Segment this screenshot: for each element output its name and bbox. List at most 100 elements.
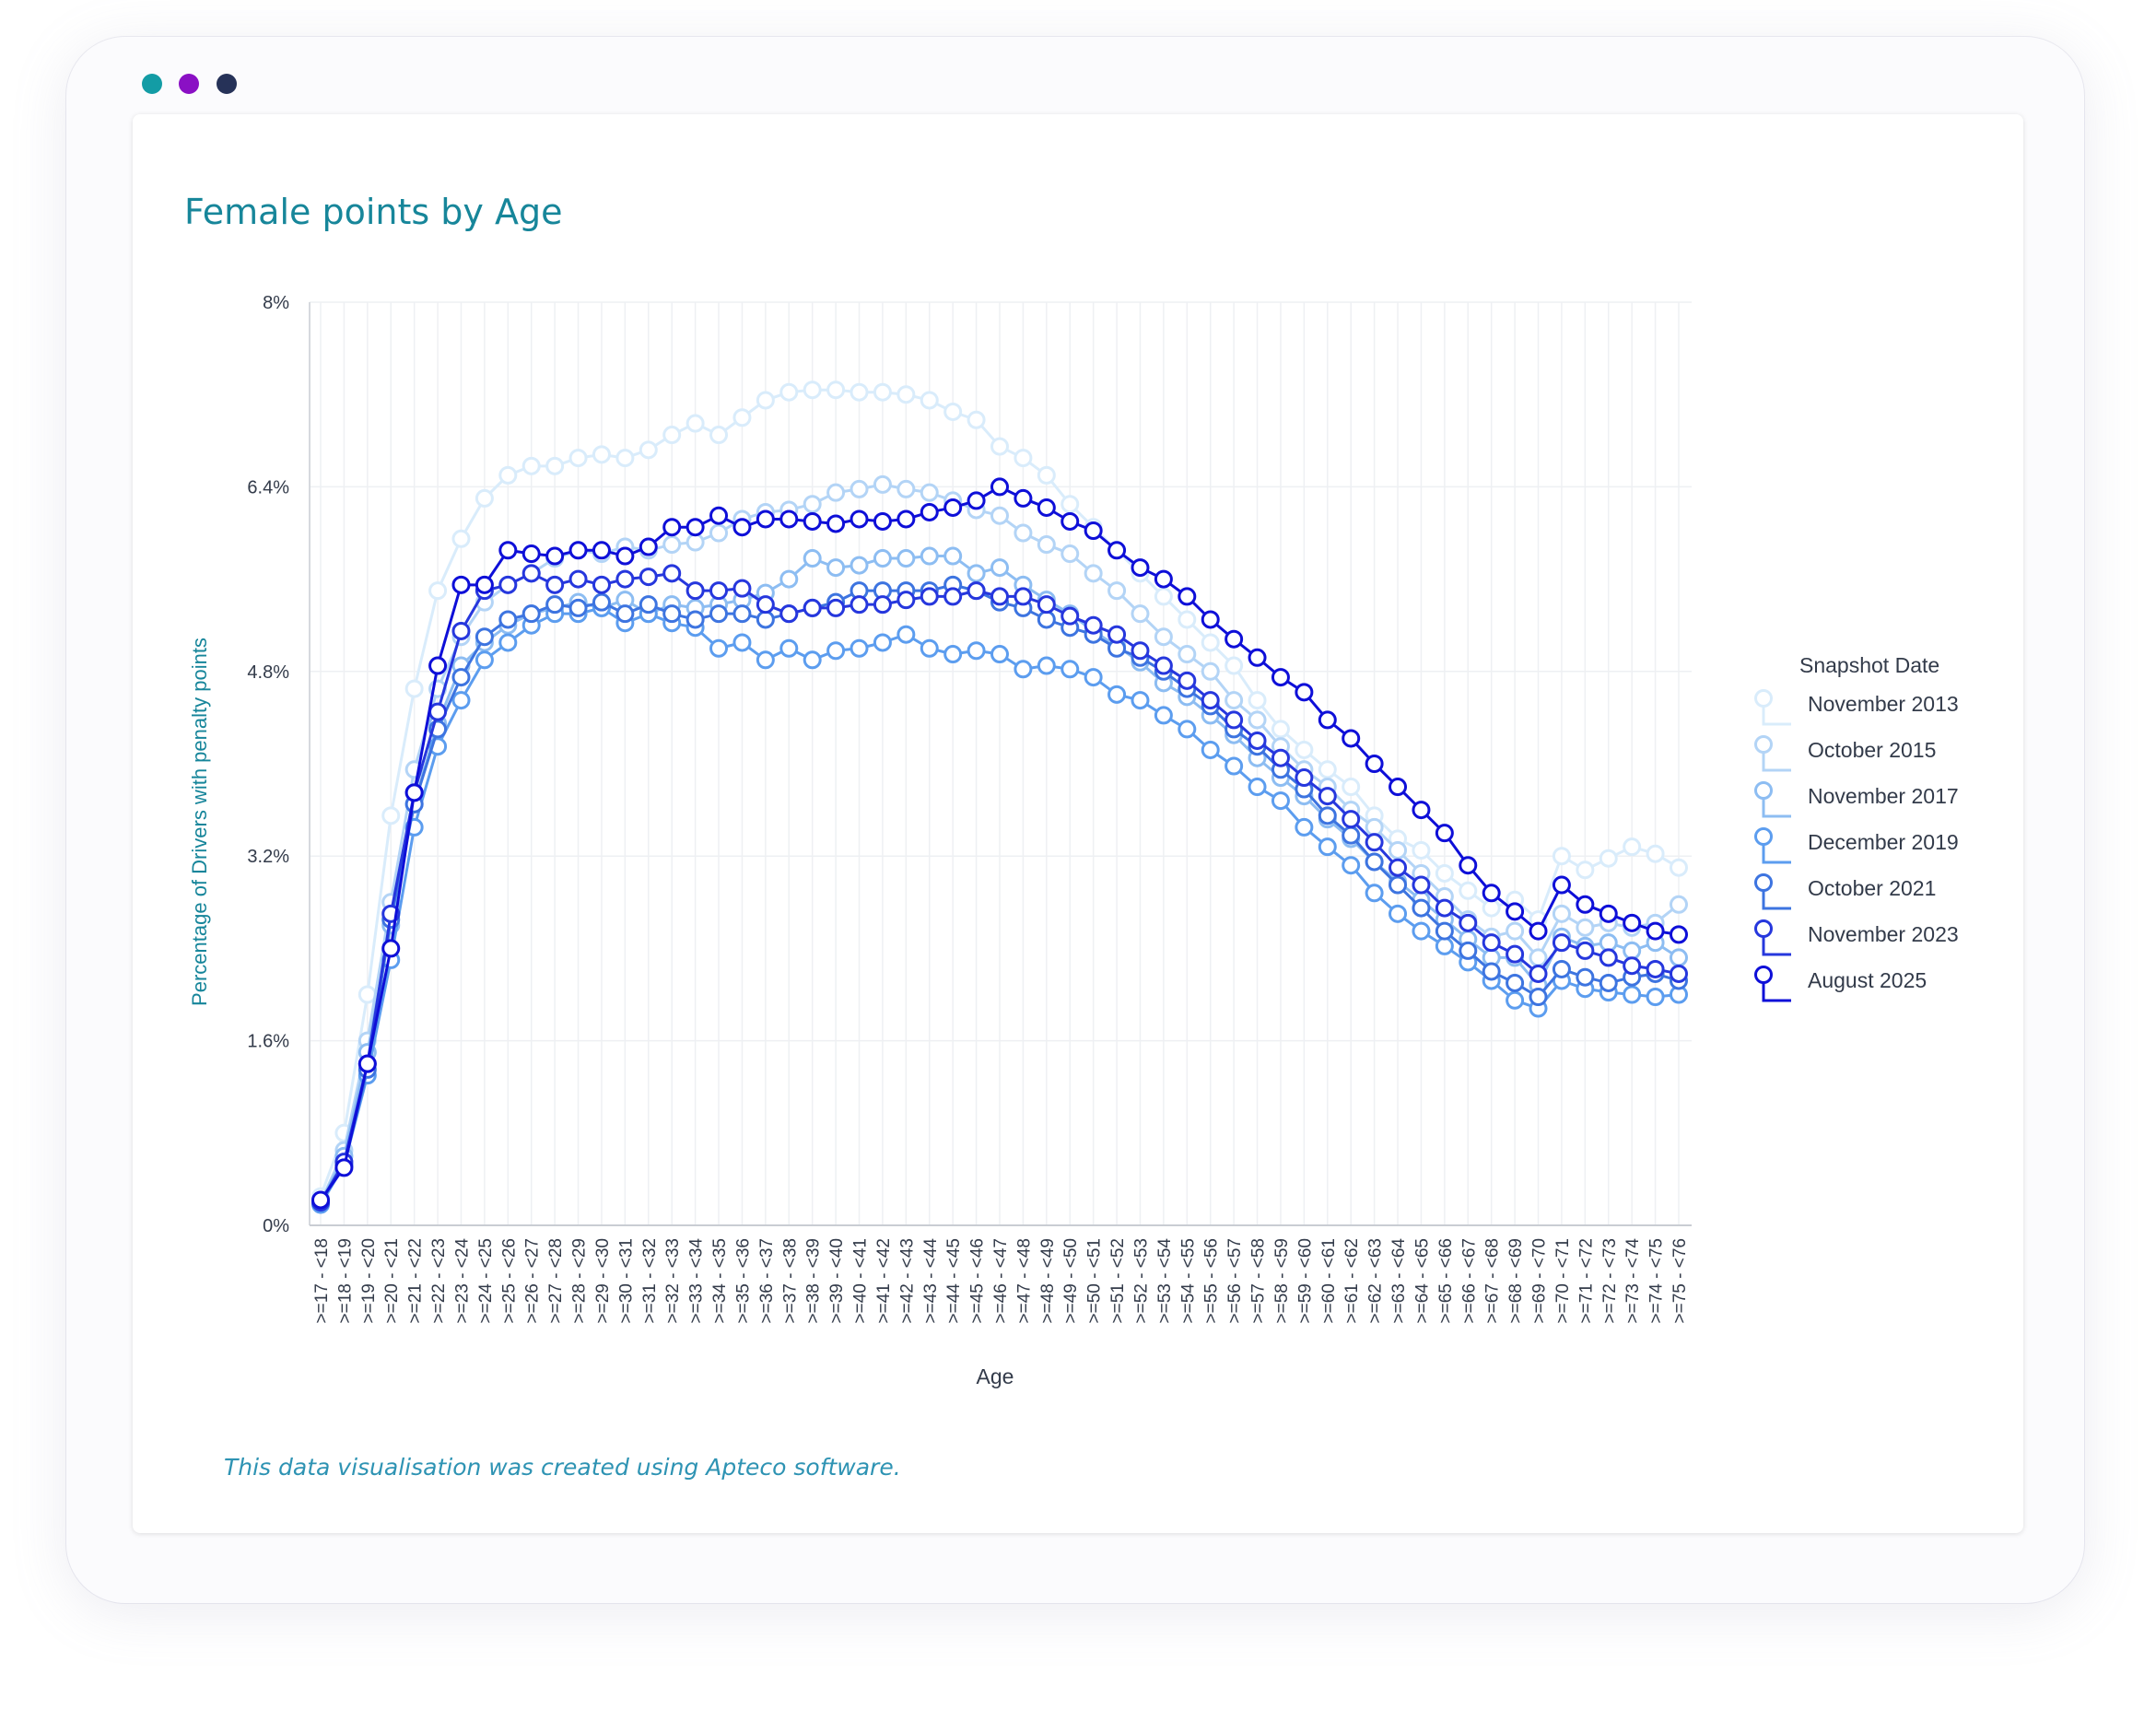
data-point[interactable] [1506,921,1525,941]
data-point[interactable] [1670,948,1688,967]
data-point[interactable] [1318,837,1337,857]
data-point[interactable] [1459,856,1478,875]
data-point[interactable] [404,783,424,802]
data-point[interactable] [1084,521,1103,540]
data-point[interactable] [1248,731,1267,750]
data-point[interactable] [1552,904,1571,923]
data-point[interactable] [1084,615,1103,635]
data-point[interactable] [592,592,611,612]
data-point[interactable] [732,408,752,427]
data-point[interactable] [1060,511,1080,531]
data-point[interactable] [662,518,682,537]
data-point[interactable] [1107,541,1127,560]
data-point[interactable] [1412,840,1431,860]
data-point[interactable] [1154,706,1173,725]
window-dot-purple[interactable] [179,74,199,94]
data-point[interactable] [1342,810,1361,829]
data-point[interactable] [521,564,541,583]
data-point[interactable] [1318,806,1337,825]
data-point[interactable] [498,465,518,485]
data-point[interactable] [1248,691,1267,710]
data-point[interactable] [896,509,916,529]
data-point[interactable] [1295,768,1314,788]
data-point[interactable] [1271,791,1290,811]
data-point[interactable] [803,380,822,400]
data-point[interactable] [1599,948,1618,967]
data-point[interactable] [850,479,869,498]
data-point[interactable] [685,414,705,433]
data-point[interactable] [1389,778,1408,797]
data-point[interactable] [1412,921,1431,941]
legend-item[interactable]: November 2017 [1754,781,1959,818]
data-point[interactable] [1506,973,1525,992]
data-point[interactable] [1014,523,1033,543]
data-point[interactable] [639,568,658,587]
data-point[interactable] [1552,875,1571,895]
data-point[interactable] [943,402,963,421]
data-point[interactable] [381,806,401,825]
data-point[interactable] [1552,847,1571,866]
data-point[interactable] [1295,683,1314,702]
data-point[interactable] [1552,933,1571,953]
data-point[interactable] [967,410,986,429]
data-point[interactable] [896,385,916,404]
data-point[interactable] [1623,837,1642,857]
data-point[interactable] [709,506,729,525]
data-point[interactable] [1342,825,1361,845]
data-point[interactable] [498,610,518,629]
data-point[interactable] [1342,778,1361,797]
data-point[interactable] [732,518,752,537]
data-point[interactable] [1178,610,1197,629]
data-point[interactable] [1201,610,1220,629]
data-point[interactable] [1623,941,1642,960]
data-point[interactable] [756,391,775,410]
data-point[interactable] [803,549,822,568]
data-point[interactable] [498,541,518,560]
data-point[interactable] [685,518,705,537]
data-point[interactable] [1037,535,1056,555]
data-point[interactable] [1670,925,1688,944]
data-point[interactable] [850,382,869,402]
data-point[interactable] [615,569,635,589]
data-point[interactable] [662,564,682,583]
data-point[interactable] [475,627,494,647]
data-point[interactable] [709,523,729,543]
data-point[interactable] [873,474,892,494]
data-point[interactable] [568,541,588,560]
window-dot-navy[interactable] [217,74,237,94]
legend-item[interactable]: December 2019 [1754,827,1959,864]
data-point[interactable] [1459,913,1478,932]
legend-item[interactable]: August 2025 [1754,966,1928,1002]
data-point[interactable] [1154,569,1173,589]
data-point[interactable] [1365,755,1384,773]
data-point[interactable] [1060,544,1080,564]
data-point[interactable] [1365,833,1384,852]
data-point[interactable] [428,656,448,675]
data-point[interactable] [1599,849,1618,868]
legend-item[interactable]: October 2015 [1754,735,1937,772]
data-point[interactable] [850,595,869,615]
data-point[interactable] [826,641,846,661]
data-point[interactable] [779,638,799,658]
data-point[interactable] [1131,604,1150,624]
data-point[interactable] [1576,967,1595,987]
window-dot-teal[interactable] [142,74,162,94]
data-point[interactable] [1178,645,1197,664]
data-point[interactable] [1435,824,1454,843]
data-point[interactable] [1482,962,1501,981]
data-point[interactable] [990,558,1009,578]
data-point[interactable] [451,575,471,594]
data-point[interactable] [1342,729,1361,748]
data-point[interactable] [803,495,822,514]
data-point[interactable] [1037,656,1056,675]
data-point[interactable] [1154,656,1173,675]
data-point[interactable] [521,456,541,475]
data-point[interactable] [428,702,448,721]
data-point[interactable] [826,514,846,533]
data-point[interactable] [1435,898,1454,918]
data-point[interactable] [943,546,963,566]
data-point[interactable] [1412,875,1431,895]
data-point[interactable] [1506,990,1525,1010]
data-point[interactable] [1670,964,1688,983]
data-point[interactable] [1037,498,1056,517]
